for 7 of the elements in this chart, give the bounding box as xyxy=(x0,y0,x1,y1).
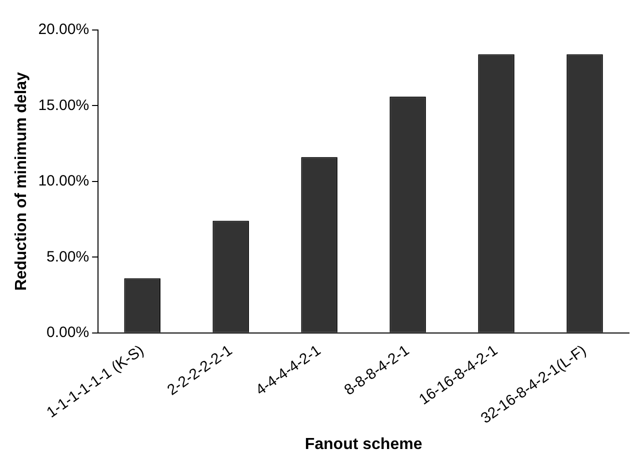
y-tick-label: 10.00% xyxy=(38,172,90,190)
y-tick-label: 0.00% xyxy=(46,324,90,341)
y-tick-label: 20.00% xyxy=(38,21,90,38)
y-tick-label: 15.00% xyxy=(38,96,90,114)
x-axis-title: Fanout scheme xyxy=(304,436,422,453)
y-axis-title: Reduction of minimum delay xyxy=(13,72,30,291)
y-tick-label: 5.00% xyxy=(46,248,90,266)
